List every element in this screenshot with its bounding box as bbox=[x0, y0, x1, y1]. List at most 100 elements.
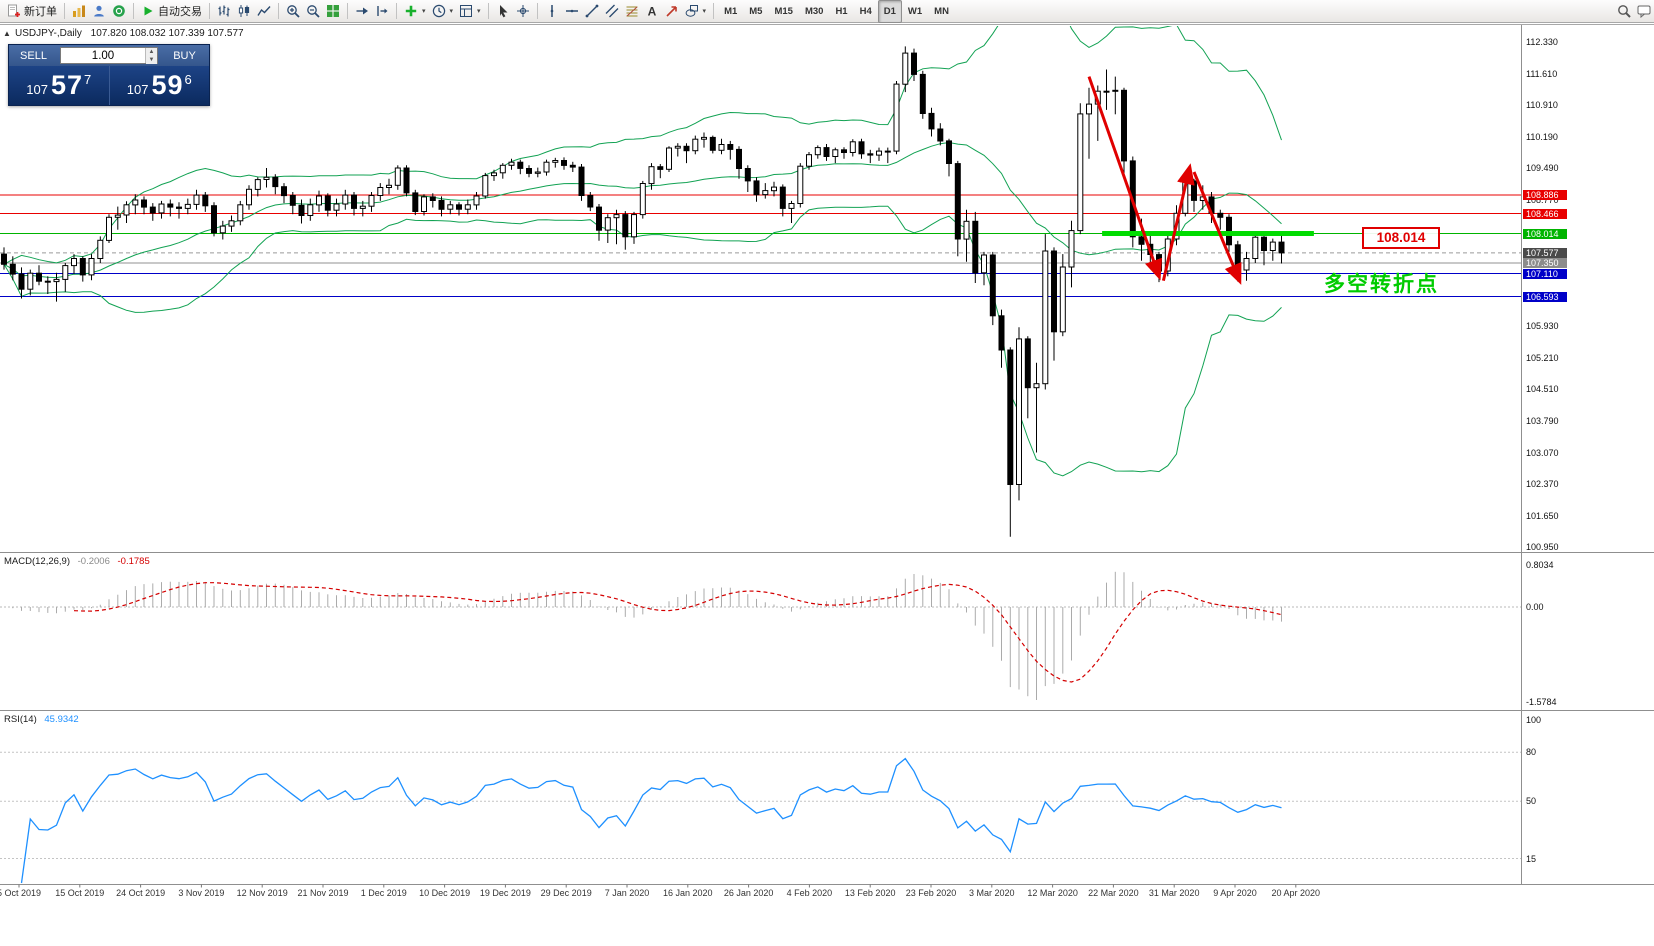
time-axis-label: 13 Feb 2020 bbox=[844, 888, 896, 898]
toolbar-separator bbox=[487, 3, 489, 19]
new-order-button[interactable]: 新订单 bbox=[4, 2, 60, 21]
toolbar-separator bbox=[278, 3, 279, 19]
shift-icon bbox=[375, 4, 389, 18]
volume-field[interactable]: 1.00 ▲ ▼ bbox=[60, 47, 158, 64]
sell-tab-label: SELL bbox=[20, 49, 47, 62]
price-line-label: 107.110 bbox=[1523, 268, 1567, 279]
autotrading-button[interactable]: 自动交易 bbox=[138, 2, 205, 21]
cn-annotation-text[interactable]: 多空转折点 bbox=[1324, 273, 1439, 296]
one-click-trading-panel: SELL 1.00 ▲ ▼ BUY 107 57 7 107 59 6 bbox=[8, 44, 210, 106]
tile-windows-button[interactable] bbox=[323, 2, 343, 21]
template-icon bbox=[459, 4, 473, 18]
tf-h4[interactable]: H4 bbox=[854, 0, 878, 23]
sell-price-pip: 7 bbox=[84, 72, 92, 87]
price-scale-label: 103.070 bbox=[1526, 447, 1559, 458]
auto-scroll-button[interactable] bbox=[352, 2, 372, 21]
sell-price-big: 57 bbox=[50, 70, 83, 100]
spin-down-icon[interactable]: ▼ bbox=[146, 56, 157, 64]
time-axis-label: 24 Oct 2019 bbox=[116, 888, 166, 898]
macd-main-value: -0.2006 bbox=[77, 556, 110, 567]
zoom-out-icon bbox=[306, 4, 320, 18]
cursor-icon bbox=[496, 4, 510, 18]
sell-button[interactable]: 107 57 7 bbox=[9, 66, 110, 105]
zoom-out-button[interactable] bbox=[303, 2, 323, 21]
crosshair-button[interactable] bbox=[513, 2, 533, 21]
line-chart-button[interactable] bbox=[254, 2, 274, 21]
horizontal-lines[interactable] bbox=[0, 194, 1521, 298]
time-axis-label: 4 Feb 2020 bbox=[786, 888, 833, 898]
horizontal-line-button[interactable] bbox=[562, 2, 582, 21]
buy-tab-label: BUY bbox=[173, 49, 196, 62]
templates-button[interactable]: ▾ bbox=[456, 2, 484, 21]
tf-mn-label: MN bbox=[934, 5, 949, 17]
toolbar-separator bbox=[209, 3, 210, 19]
macd-signal-line bbox=[73, 582, 1282, 683]
macd-signal-value: -0.1785 bbox=[117, 556, 150, 567]
arrows-button[interactable] bbox=[662, 2, 682, 21]
indicators-button[interactable]: ▾ bbox=[401, 2, 429, 21]
trendline-button[interactable] bbox=[582, 2, 602, 21]
search-button[interactable] bbox=[1614, 2, 1634, 21]
trend-arrow[interactable] bbox=[1161, 163, 1195, 282]
tf-h1[interactable]: H1 bbox=[829, 0, 853, 23]
price-scale-label: 111.610 bbox=[1526, 68, 1558, 79]
macd-indicator-label: MACD(12,26,9) -0.2006 -0.1785 bbox=[4, 556, 150, 567]
trend-arrow[interactable] bbox=[1087, 76, 1163, 281]
charts-window-button[interactable] bbox=[69, 2, 89, 21]
tf-m1[interactable]: M1 bbox=[718, 0, 743, 23]
price-scale-label: 105.210 bbox=[1526, 353, 1559, 363]
price-line-label: 106.593 bbox=[1523, 291, 1567, 302]
volume-spinner[interactable]: ▲ ▼ bbox=[145, 48, 157, 64]
channel-button[interactable] bbox=[602, 2, 622, 21]
bar-chart-button[interactable] bbox=[214, 2, 234, 21]
price-scale-label: 101.650 bbox=[1526, 510, 1559, 521]
trend-arrow[interactable] bbox=[1192, 171, 1242, 285]
vertical-line-button[interactable] bbox=[542, 2, 562, 21]
cursor-button[interactable] bbox=[493, 2, 513, 21]
play-icon bbox=[141, 4, 155, 18]
zoom-in-button[interactable] bbox=[283, 2, 303, 21]
price-scale-label: 104.510 bbox=[1526, 384, 1559, 394]
community-icon bbox=[112, 4, 126, 18]
chart-title: USDJPY-,Daily 107.820 108.032 107.339 10… bbox=[15, 28, 244, 39]
tf-w1[interactable]: W1 bbox=[902, 0, 928, 23]
toolbar-separator bbox=[713, 3, 715, 19]
panel-dividers[interactable] bbox=[0, 24, 1654, 885]
tf-m15[interactable]: M15 bbox=[768, 0, 798, 23]
time-axis-label: 12 Nov 2019 bbox=[236, 888, 288, 898]
price-scale-label: 103.790 bbox=[1526, 416, 1559, 426]
buy-button[interactable]: 107 59 6 bbox=[110, 66, 210, 105]
periods-button[interactable]: ▾ bbox=[429, 2, 457, 21]
rsi-line bbox=[20, 757, 1282, 884]
crosshair-icon bbox=[516, 4, 530, 18]
price-line-label: 107.577 bbox=[1523, 247, 1567, 258]
fibonacci-button[interactable] bbox=[622, 2, 642, 21]
text-button[interactable]: A bbox=[642, 2, 662, 21]
community-button[interactable] bbox=[109, 2, 129, 21]
tf-mn[interactable]: MN bbox=[928, 0, 955, 23]
price-scale-label: 105.930 bbox=[1526, 321, 1559, 331]
autotrading-button-label: 自动交易 bbox=[158, 6, 202, 18]
time-ticks bbox=[18, 884, 1297, 888]
tf-m5[interactable]: M5 bbox=[743, 0, 768, 23]
profiles-button[interactable] bbox=[89, 2, 109, 21]
ohlc-values: 107.820 108.032 107.339 107.577 bbox=[90, 28, 244, 39]
tf-d1[interactable]: D1 bbox=[877, 0, 902, 23]
tf-m30[interactable]: M30 bbox=[799, 0, 829, 23]
hline-icon bbox=[565, 4, 579, 18]
toolbar: 新订单 自动交易 ▾ ▾ ▾ A ▾ M1 M5 M15 M30 H1 H4 D1 W1 MN bbox=[0, 0, 1654, 23]
volume-value[interactable]: 1.00 bbox=[91, 49, 115, 62]
new-order-button-label: 新订单 bbox=[24, 6, 57, 18]
one-click-toggle[interactable]: ▲ bbox=[3, 29, 11, 38]
spin-up-icon[interactable]: ▲ bbox=[146, 48, 157, 56]
shapes-button[interactable]: ▾ bbox=[682, 2, 710, 21]
price-annotation-box[interactable]: 108.014 bbox=[1362, 227, 1440, 249]
chart-shift-button[interactable] bbox=[372, 2, 392, 21]
chart-background bbox=[0, 24, 1654, 946]
candle-chart-button[interactable] bbox=[234, 2, 254, 21]
feedback-button[interactable] bbox=[1634, 2, 1654, 21]
time-axis-label: 10 Dec 2019 bbox=[419, 888, 471, 898]
trend-arrows[interactable] bbox=[1087, 76, 1242, 285]
rsi-indicator-label: RSI(14) 45.9342 bbox=[4, 714, 79, 725]
